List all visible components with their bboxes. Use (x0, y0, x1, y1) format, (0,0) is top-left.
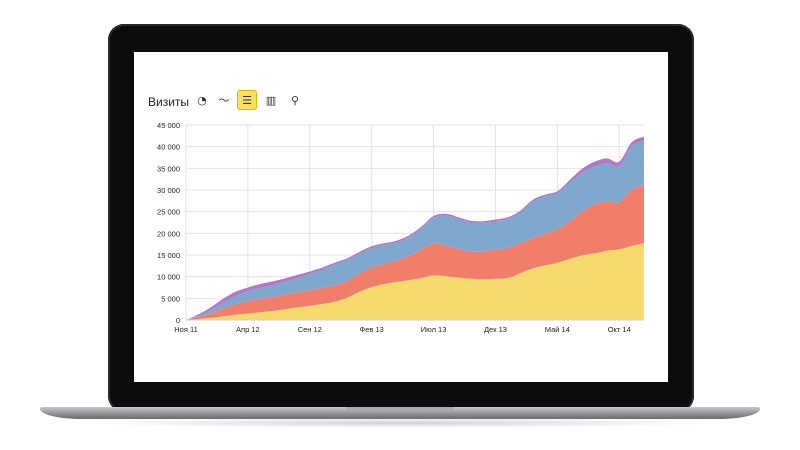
laptop-base (40, 407, 760, 419)
laptop-screen: Визиты ◔ 〜 ☰ ▥ ⚲ 0 5 000 10 000 15 000 20 00… (134, 52, 668, 382)
pie-chart-icon: ◔ (197, 93, 207, 107)
x-tick-label: Май 14 (545, 325, 570, 334)
x-tick-label: Ноя 11 (174, 325, 198, 334)
line-chart-button[interactable]: 〜 (214, 90, 234, 110)
y-tick-label: 0 (176, 316, 180, 325)
area-series-1 (186, 243, 644, 320)
y-tick-label: 35 000 (157, 164, 180, 173)
area-series-2 (186, 185, 644, 320)
y-tick-label: 10 000 (157, 273, 180, 282)
bar-chart-icon: ▥ (265, 93, 277, 107)
x-tick-label: Июл 13 (421, 325, 447, 334)
pie-chart-button[interactable]: ◔ (192, 90, 212, 110)
y-tick-label: 15 000 (157, 251, 180, 260)
y-tick-label: 30 000 (157, 186, 180, 195)
y-tick-label: 5 000 (161, 294, 180, 303)
stacked-area-icon: ☰ (242, 93, 252, 107)
laptop-shadow (80, 418, 720, 428)
stacked-area-chart: 0 5 000 10 000 15 000 20 000 25 000 30 000 35 0… (157, 121, 644, 334)
x-tick-label: Апр 12 (236, 325, 260, 334)
line-chart-icon: 〜 (218, 94, 230, 107)
laptop-notch (346, 407, 454, 412)
area-series-4 (186, 136, 644, 320)
y-tick-label: 20 000 (157, 229, 180, 238)
y-tick-label: 25 000 (157, 208, 180, 217)
map-button[interactable]: ⚲ (285, 90, 305, 110)
x-tick-label: Фев 13 (360, 325, 384, 334)
area-series-3 (186, 140, 644, 320)
map-pin-icon: ⚲ (290, 93, 300, 107)
y-tick-label: 45 000 (157, 121, 180, 130)
x-tick-label: Окт 14 (608, 325, 631, 334)
bar-chart-button[interactable]: ▥ (261, 90, 281, 110)
y-tick-label: 40 000 (157, 143, 180, 152)
x-tick-label: Сен 12 (298, 325, 322, 334)
x-tick-label: Дек 13 (484, 325, 507, 334)
stacked-area-button[interactable]: ☰ (237, 90, 257, 110)
chart-title: Визиты (148, 95, 190, 109)
